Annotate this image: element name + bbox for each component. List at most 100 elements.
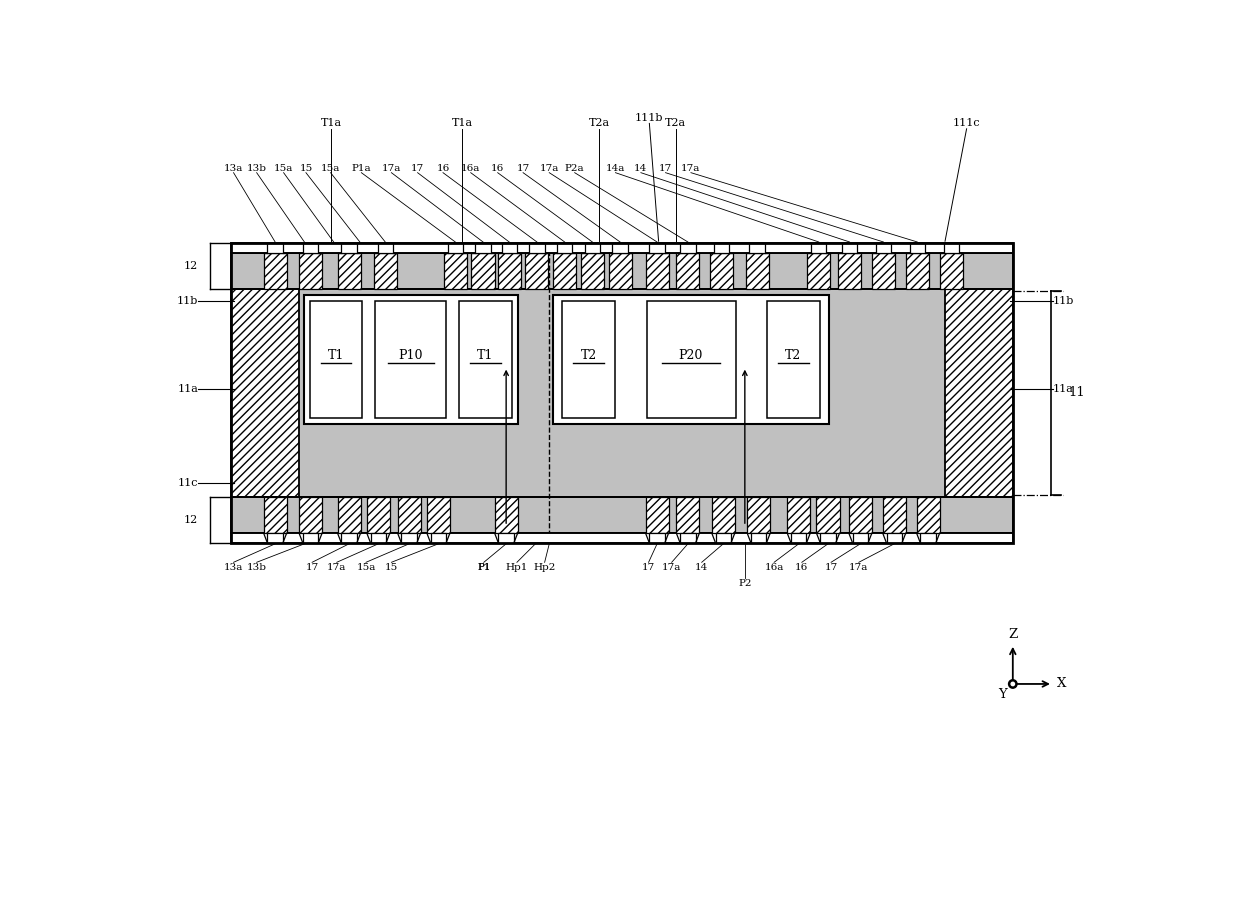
Text: 15: 15 <box>299 164 312 173</box>
Text: 17: 17 <box>305 563 319 572</box>
Text: 11b: 11b <box>177 296 198 306</box>
Bar <box>681 533 696 543</box>
Bar <box>609 253 631 289</box>
Bar <box>905 253 929 289</box>
Bar <box>650 243 665 253</box>
Bar <box>427 497 450 533</box>
Bar <box>264 497 286 533</box>
Text: P1: P1 <box>477 563 491 572</box>
Bar <box>553 295 828 424</box>
Bar <box>373 253 397 289</box>
Text: 17: 17 <box>642 563 655 572</box>
Text: T2a: T2a <box>665 119 686 129</box>
Text: 13b: 13b <box>247 164 267 173</box>
Bar <box>853 533 868 543</box>
Bar <box>910 243 925 253</box>
Bar <box>376 302 446 418</box>
Bar <box>367 497 389 533</box>
Bar <box>768 302 820 418</box>
Bar <box>299 497 322 533</box>
Text: 16a: 16a <box>461 164 480 173</box>
Text: Hp2: Hp2 <box>533 563 556 572</box>
Bar <box>402 533 417 543</box>
Bar <box>231 497 1013 533</box>
Text: 11b: 11b <box>1053 296 1074 306</box>
Bar <box>377 243 393 253</box>
Text: 17a: 17a <box>382 164 401 173</box>
Bar <box>811 243 826 253</box>
Text: 16a: 16a <box>764 563 784 572</box>
Bar <box>676 253 699 289</box>
Bar <box>920 533 936 543</box>
Bar <box>887 533 901 543</box>
Bar <box>553 253 577 289</box>
Bar <box>646 497 668 533</box>
Text: 17a: 17a <box>681 164 701 173</box>
Text: 17a: 17a <box>849 563 868 572</box>
Bar <box>231 243 1013 543</box>
Bar <box>676 497 699 533</box>
Bar <box>944 243 959 253</box>
Text: 11: 11 <box>1068 386 1085 400</box>
Text: 15a: 15a <box>274 164 294 173</box>
Bar <box>807 253 831 289</box>
Bar <box>231 497 1013 533</box>
Bar <box>791 533 806 543</box>
Bar <box>497 253 521 289</box>
Bar <box>501 243 517 253</box>
Bar <box>371 533 386 543</box>
Bar <box>231 253 1013 289</box>
Bar <box>749 243 765 253</box>
Bar <box>872 253 895 289</box>
Text: 14: 14 <box>635 164 647 173</box>
Text: 15a: 15a <box>356 563 376 572</box>
Bar <box>875 243 892 253</box>
Bar <box>751 533 766 543</box>
Bar <box>337 253 361 289</box>
Bar <box>303 533 319 543</box>
Text: 111c: 111c <box>952 119 981 129</box>
Bar <box>430 533 446 543</box>
Bar <box>940 253 962 289</box>
Text: T1: T1 <box>327 348 345 362</box>
Bar <box>264 253 286 289</box>
Text: 14: 14 <box>696 563 708 572</box>
Bar <box>883 497 905 533</box>
Bar <box>471 253 495 289</box>
Bar <box>580 253 604 289</box>
Bar <box>821 533 836 543</box>
Text: 11a: 11a <box>1053 384 1074 394</box>
Bar <box>459 302 512 418</box>
Bar <box>650 533 665 543</box>
Text: 17a: 17a <box>327 563 346 572</box>
Bar <box>916 497 940 533</box>
Text: 13a: 13a <box>224 563 243 572</box>
Text: T1: T1 <box>477 348 494 362</box>
Bar <box>646 253 668 289</box>
Bar <box>715 533 732 543</box>
Text: P1: P1 <box>477 563 491 572</box>
Text: 16: 16 <box>491 164 505 173</box>
Bar <box>526 253 548 289</box>
Text: 17: 17 <box>410 164 424 173</box>
Bar <box>712 497 735 533</box>
Text: T2: T2 <box>785 348 801 362</box>
Text: P2a: P2a <box>565 164 584 173</box>
Bar <box>495 497 517 533</box>
Text: 16: 16 <box>795 563 808 572</box>
Bar <box>838 253 861 289</box>
Text: P20: P20 <box>678 348 703 362</box>
Text: Y: Y <box>998 688 1007 701</box>
Bar <box>304 295 517 424</box>
Bar <box>299 253 322 289</box>
Bar <box>816 497 839 533</box>
Text: P1a: P1a <box>352 164 371 173</box>
Bar <box>681 243 696 253</box>
Bar <box>647 302 735 418</box>
Bar <box>310 302 362 418</box>
Bar <box>945 289 1013 497</box>
Bar <box>268 533 283 543</box>
Text: Hp1: Hp1 <box>506 563 528 572</box>
Bar <box>231 533 1013 543</box>
Bar <box>613 243 627 253</box>
